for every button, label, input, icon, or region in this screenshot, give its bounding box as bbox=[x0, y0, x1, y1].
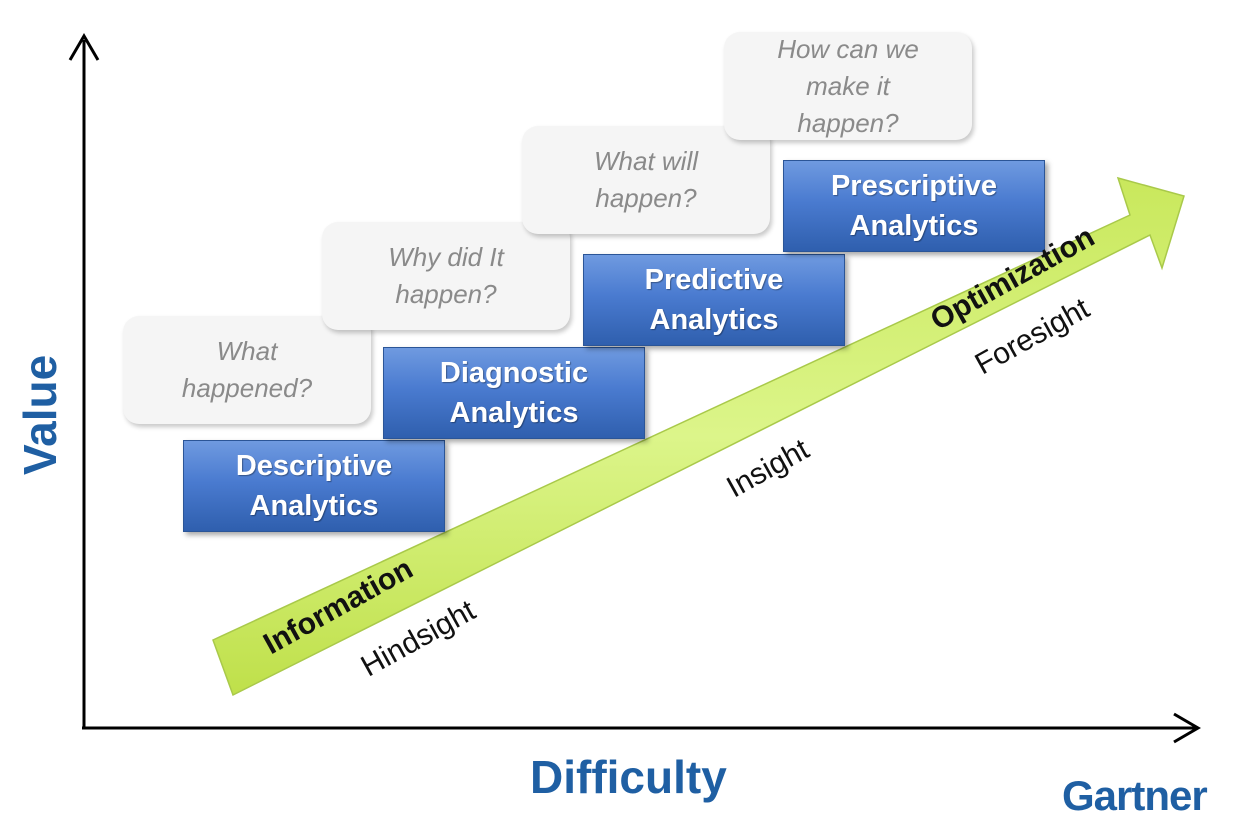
step-diagnostic-analytics: Diagnostic Analytics bbox=[383, 347, 645, 439]
progression-arrow bbox=[212, 176, 1185, 697]
y-axis-label: Value bbox=[14, 354, 66, 475]
question-bubble-what-will-happen: What will happen? bbox=[522, 126, 770, 234]
y-axis-arrowhead bbox=[68, 33, 100, 61]
question-bubble-how-can-we-make-it-happen: How can we make it happen? bbox=[724, 32, 972, 140]
x-axis-arrowhead bbox=[1173, 712, 1201, 744]
x-axis-label: Difficulty bbox=[530, 751, 727, 803]
question-bubble-why-did-it-happen: Why did It happen? bbox=[322, 222, 570, 330]
gartner-logo: Gartner bbox=[1062, 772, 1208, 819]
step-prescriptive-analytics: Prescriptive Analytics bbox=[783, 160, 1045, 252]
step-descriptive-analytics: Descriptive Analytics bbox=[183, 440, 445, 532]
step-predictive-analytics: Predictive Analytics bbox=[583, 254, 845, 346]
question-bubble-what-happened: What happened? bbox=[123, 316, 371, 424]
